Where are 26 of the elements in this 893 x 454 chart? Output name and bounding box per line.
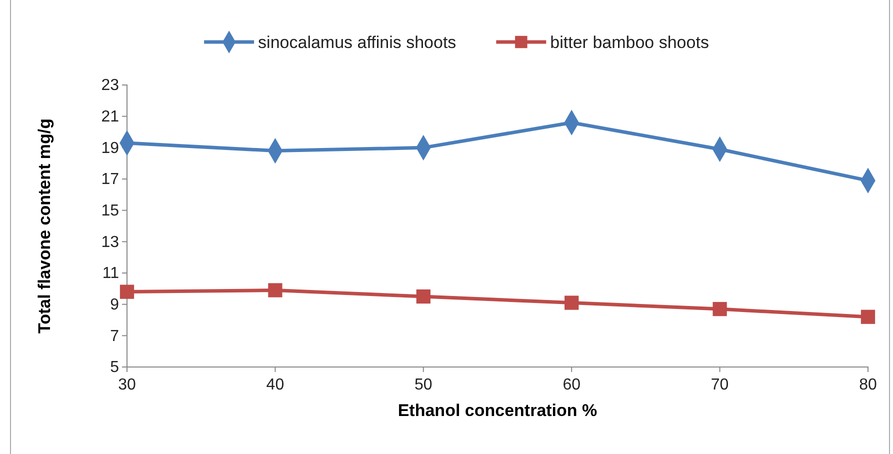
y-tick-label: 11 <box>102 265 120 282</box>
x-tick-label: 50 <box>414 376 432 394</box>
y-tick-label: 5 <box>110 359 120 376</box>
point <box>120 284 134 299</box>
x-tick-label: 40 <box>266 376 284 394</box>
y-tick-label: 13 <box>101 234 120 251</box>
x-tick-label: 60 <box>562 376 581 394</box>
legend-label: sinocalamus affinis shoots <box>258 32 456 52</box>
point <box>268 283 282 298</box>
point <box>564 296 579 310</box>
y-tick-label: 19 <box>101 140 120 157</box>
x-axis-title: Ethanol concentration % <box>398 401 598 420</box>
y-tick-label: 15 <box>101 202 120 220</box>
y-tick-label: 7 <box>110 328 120 345</box>
y-tick-label: 21 <box>101 108 120 126</box>
y-tick-label: 17 <box>101 171 120 188</box>
point <box>712 302 727 316</box>
x-tick-label: 80 <box>859 376 877 394</box>
y-tick-label: 9 <box>110 296 120 314</box>
point <box>416 289 430 304</box>
y-tick-label: 23 <box>101 77 120 94</box>
point <box>860 310 876 324</box>
y-axis-title: Total flavone content mg/g <box>35 118 54 334</box>
x-tick-label: 30 <box>118 376 136 394</box>
x-tick-label: 70 <box>710 376 729 394</box>
legend-label: bitter bamboo shoots <box>550 32 709 52</box>
